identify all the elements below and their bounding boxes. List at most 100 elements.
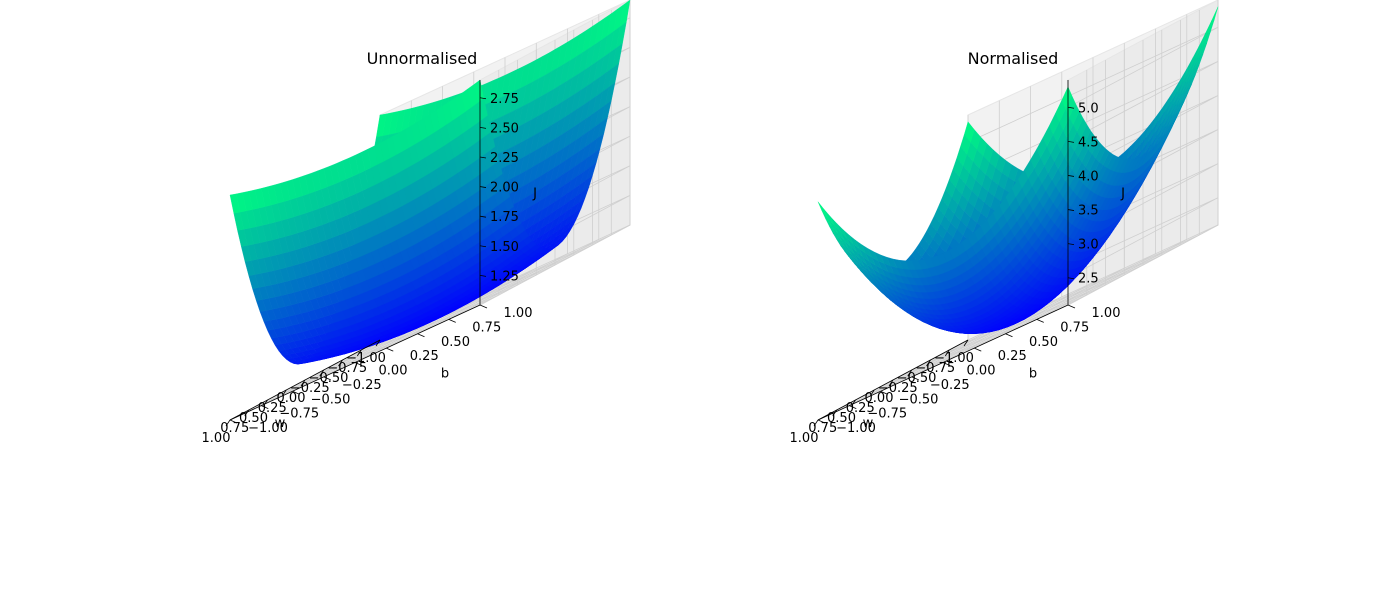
y-tick (1067, 304, 1076, 309)
z-tick (1067, 106, 1075, 109)
z-tick-label: 4.5 (1078, 135, 1099, 150)
y-tick (292, 390, 300, 395)
z-tick-label: 3.5 (1078, 204, 1099, 219)
y-tick (448, 319, 456, 323)
z-tick-label: 2.75 (490, 92, 519, 107)
surface-chart-normalised: Normalised−1.00−0.75−0.50−0.250.000.250.… (790, 0, 1219, 446)
y-tick-label: −0.75 (279, 407, 319, 422)
gridline-y (942, 57, 1094, 363)
surface-patch (817, 201, 829, 219)
x-tick (244, 409, 250, 417)
y-tick (880, 390, 888, 395)
x-tick (869, 389, 875, 397)
z-axis-label: J (1120, 187, 1125, 202)
z-tick-label: 5.0 (1078, 101, 1099, 116)
gridline-y (1005, 28, 1156, 335)
x-tick (375, 339, 381, 347)
y-tick (849, 405, 857, 409)
z-tick (1067, 209, 1075, 211)
y-axis-label: b (441, 367, 449, 382)
chart-title: Normalised (968, 49, 1059, 68)
y-tick-label: −0.25 (930, 378, 970, 393)
gridline-y (479, 0, 631, 306)
x-tick (338, 359, 343, 367)
x-tick-label: 0.50 (827, 411, 856, 426)
y-tick-label: 0.75 (472, 320, 501, 335)
x-tick (926, 359, 931, 367)
z-tick-label: 1.25 (490, 269, 519, 284)
y-tick (1036, 319, 1044, 323)
z-axis-label: J (532, 187, 537, 202)
y-tick-label: 1.00 (504, 306, 533, 321)
x-tick-label: 0.75 (808, 421, 837, 436)
x-tick (356, 349, 362, 357)
z-tick-label: 1.75 (490, 210, 519, 225)
y-tick (323, 376, 331, 381)
axes (225, 80, 488, 427)
y-tick-label: 0.50 (1029, 335, 1058, 350)
x-tick (888, 379, 894, 387)
z-tick (1067, 277, 1075, 280)
x-tick (963, 339, 969, 347)
y-tick (911, 376, 919, 381)
x-tick-label: −0.75 (915, 361, 955, 376)
x-tick-label: −0.25 (878, 381, 918, 396)
z-tick-label: 1.50 (490, 240, 519, 255)
z-tick (1067, 140, 1075, 143)
y-tick-label: 0.00 (379, 364, 408, 379)
y-tick-label: 1.00 (1092, 306, 1121, 321)
x-tick-label: −0.50 (309, 371, 349, 386)
y-tick (229, 419, 238, 424)
x-tick-label: 0.50 (239, 411, 268, 426)
y-tick-label: −0.50 (899, 392, 939, 407)
x-tick-label: 1.00 (790, 431, 819, 446)
surface (817, 6, 1219, 334)
z-tick (479, 97, 487, 100)
x-tick (944, 349, 950, 357)
x-tick (319, 369, 325, 377)
x-tick-label: −0.25 (290, 381, 330, 396)
chart-title: Unnormalised (367, 49, 478, 68)
z-tick (479, 275, 487, 277)
x-tick (300, 379, 306, 387)
x-axis-label: w (275, 416, 286, 431)
y-tick-label: −1.00 (248, 421, 288, 436)
z-tick-label: 4.0 (1078, 169, 1099, 184)
x-tick-label: 0.25 (258, 401, 287, 416)
x-tick-label: −0.75 (327, 361, 367, 376)
z-tick-label: 2.50 (490, 121, 519, 136)
y-tick-label: 0.25 (998, 349, 1027, 364)
x-tick (907, 369, 913, 377)
z-tick-label: 3.0 (1078, 238, 1099, 253)
y-tick-label: −0.50 (311, 392, 351, 407)
z-tick-label: 2.25 (490, 151, 519, 166)
y-tick (479, 304, 488, 309)
y-tick (1005, 333, 1013, 338)
y-tick (417, 333, 425, 338)
y-axis-label: b (1029, 367, 1037, 382)
z-tick (1067, 175, 1075, 177)
y-tick-label: −0.25 (342, 378, 382, 393)
x-tick (851, 399, 856, 407)
z-tick (479, 186, 487, 188)
x-tick (225, 419, 231, 427)
y-tick (386, 347, 394, 352)
surface (229, 0, 631, 365)
z-tick (479, 245, 487, 248)
x-tick-label: 0.75 (220, 421, 249, 436)
chart-panel-normalised: Normalised −1.00 −0.75 −0.50 −0.25 0.00 0.25 0.… (700, 0, 1400, 600)
x-tick (832, 409, 838, 417)
z-tick (479, 156, 487, 159)
y-tick (261, 405, 269, 409)
x-tick-label: −0.50 (897, 371, 937, 386)
y-tick-label: 0.25 (410, 349, 439, 364)
gridline-y (974, 43, 1125, 349)
x-tick-label: 0.25 (846, 401, 875, 416)
gridline-z (967, 26, 1219, 143)
x-axis-label: w (863, 416, 874, 431)
y-tick (942, 362, 951, 366)
x-tick-label: 1.00 (202, 431, 231, 446)
y-tick (974, 347, 982, 352)
surface-chart-unnormalised: Unnormalised−1.00−0.75−0.50−0.250.000.25… (202, 0, 631, 446)
